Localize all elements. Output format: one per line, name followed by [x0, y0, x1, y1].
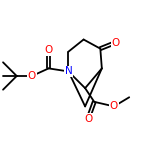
Text: O: O [84, 114, 92, 124]
Text: O: O [45, 45, 53, 55]
Text: O: O [110, 101, 118, 111]
Text: N: N [65, 66, 72, 76]
Text: O: O [111, 38, 120, 48]
Text: O: O [28, 71, 36, 81]
